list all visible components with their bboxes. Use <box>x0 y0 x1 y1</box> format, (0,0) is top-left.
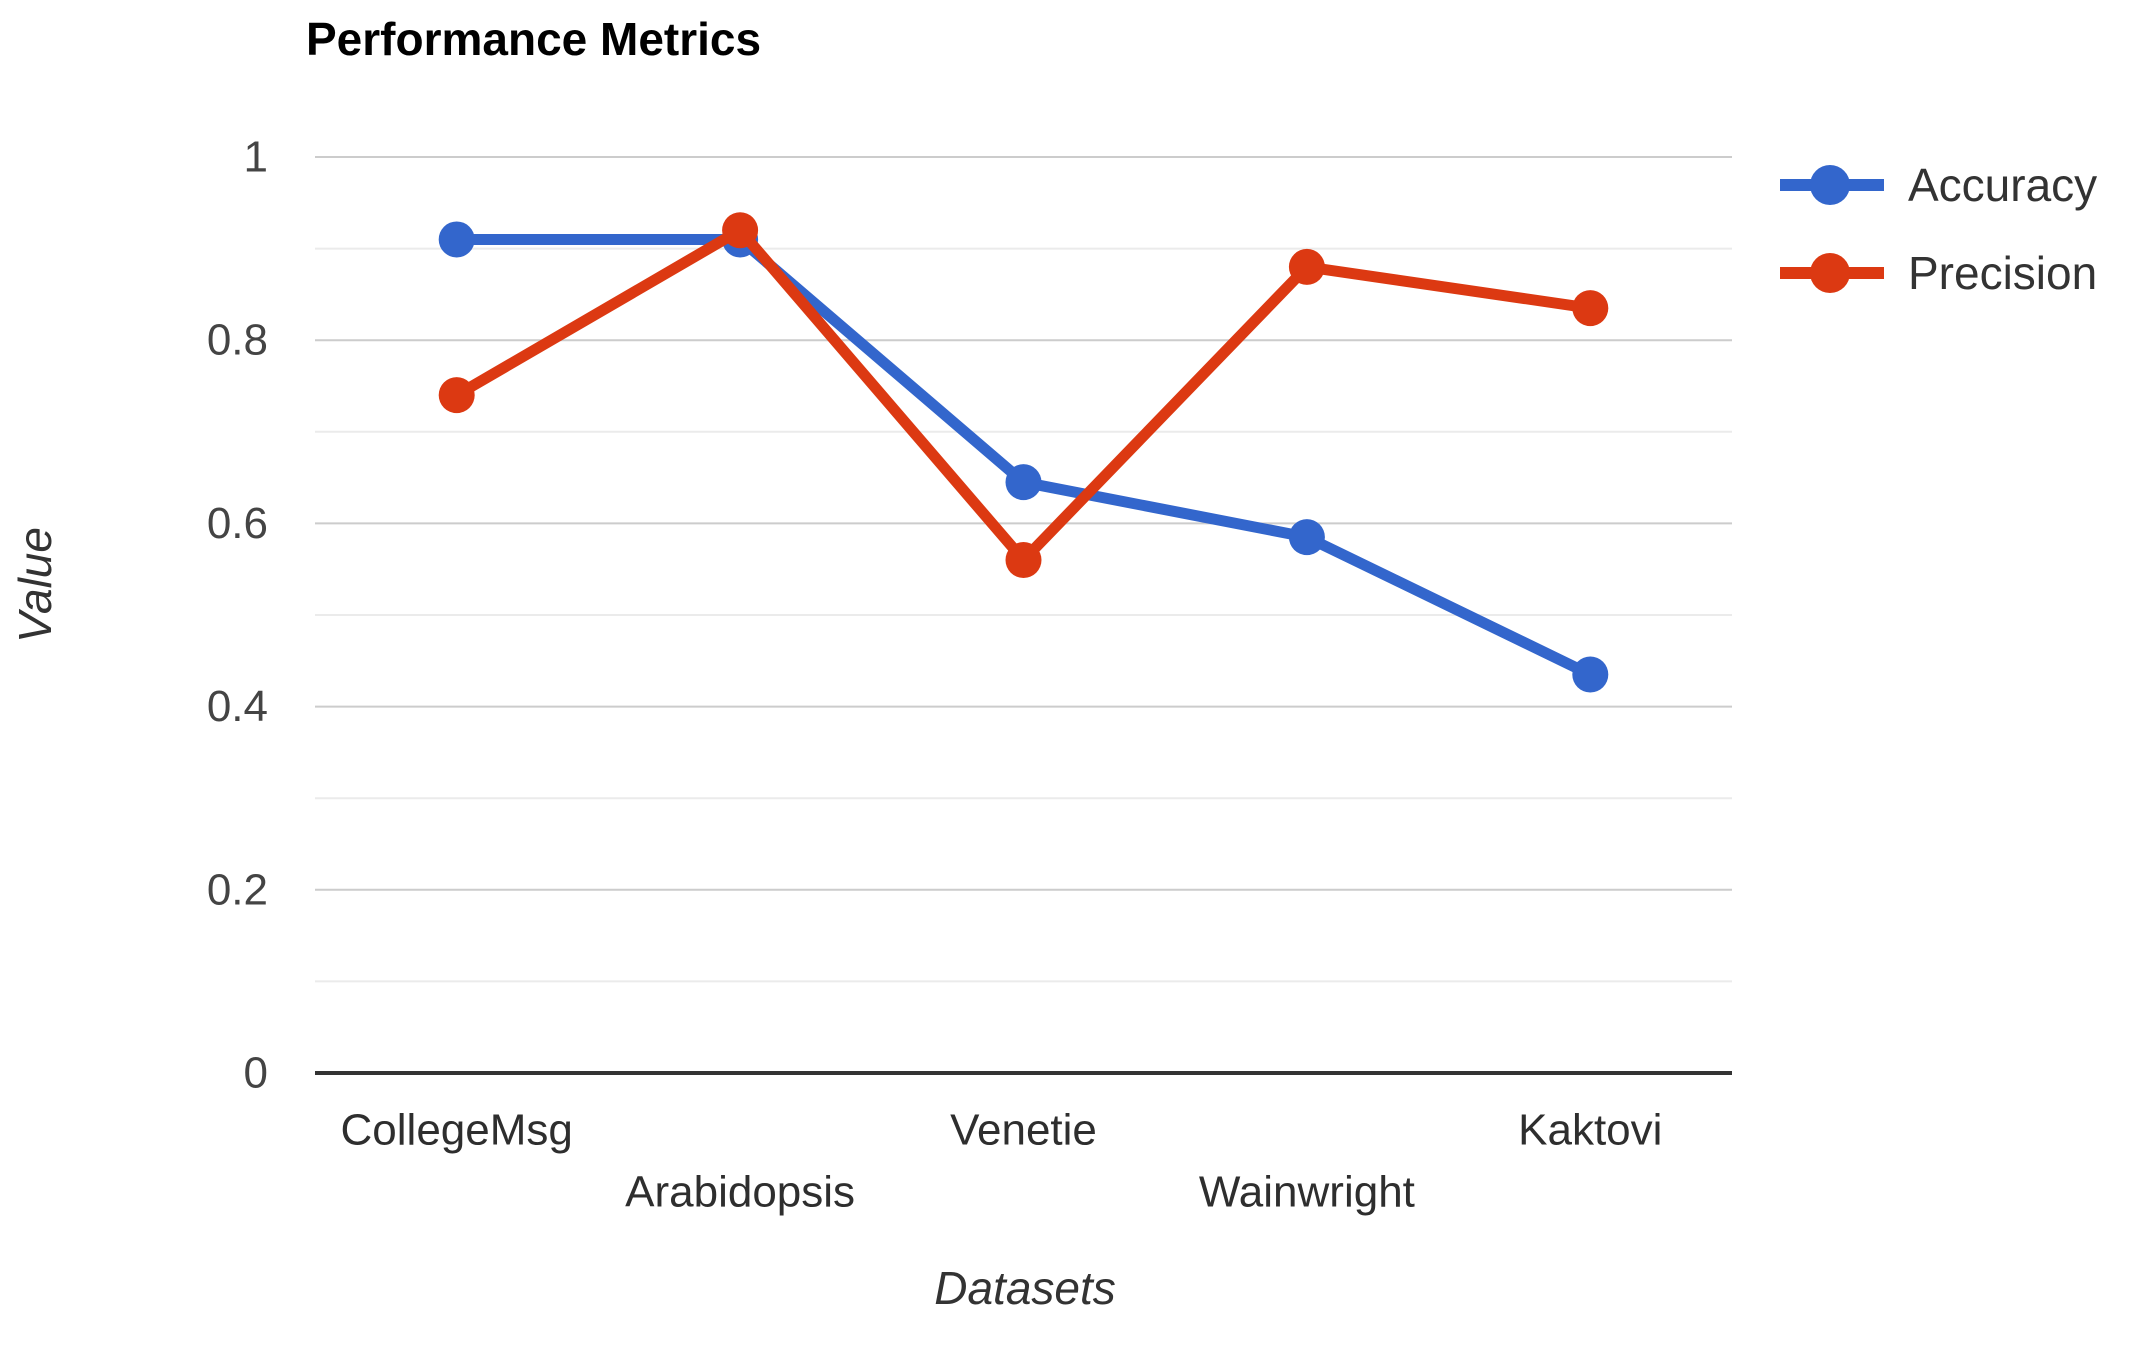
data-point-precision-wainwright[interactable] <box>1288 248 1325 285</box>
legend: Accuracy Precision <box>1780 158 2097 300</box>
data-point-accuracy-kaktovi[interactable] <box>1572 656 1609 693</box>
x-category-label-arabidopsis: Arabidopsis <box>625 1168 855 1217</box>
x-axis-title: Datasets <box>934 1262 1116 1314</box>
x-category-label-wainwright: Wainwright <box>1199 1168 1415 1217</box>
data-point-accuracy-collegemsg[interactable] <box>438 221 475 258</box>
chart-title: Performance Metrics <box>306 13 762 65</box>
data-point-precision-collegemsg[interactable] <box>438 377 475 414</box>
x-category-label-kaktovi: Kaktovi <box>1518 1106 1662 1155</box>
series-line-precision <box>451 224 1596 566</box>
x-category-label-collegemsg: CollegeMsg <box>341 1106 573 1155</box>
y-axis-title: Value <box>9 527 61 643</box>
y-tick-label: 0 <box>244 1049 268 1098</box>
legend-label: Precision <box>1908 247 2098 299</box>
legend-item-accuracy: Accuracy <box>1780 158 2097 212</box>
legend-label: Accuracy <box>1908 159 2098 211</box>
data-point-precision-arabidopsis[interactable] <box>722 212 759 249</box>
data-point-accuracy-wainwright[interactable] <box>1288 519 1325 556</box>
data-point-accuracy-venetie[interactable] <box>1005 464 1042 501</box>
legend-marker-precision-icon <box>1780 253 1884 293</box>
data-point-precision-venetie[interactable] <box>1005 542 1042 579</box>
y-tick-label: 1 <box>244 133 268 182</box>
series-line-accuracy <box>451 233 1596 681</box>
y-tick-label: 0.4 <box>207 682 268 731</box>
y-tick-label: 0.6 <box>207 499 268 548</box>
data-point-precision-kaktovi[interactable] <box>1572 290 1609 327</box>
legend-marker-accuracy-icon <box>1780 165 1884 205</box>
y-tick-label: 0.8 <box>207 316 268 365</box>
y-tick-label: 0.2 <box>207 865 268 914</box>
legend-item-precision: Precision <box>1780 246 2097 300</box>
x-category-label-venetie: Venetie <box>950 1106 1097 1155</box>
